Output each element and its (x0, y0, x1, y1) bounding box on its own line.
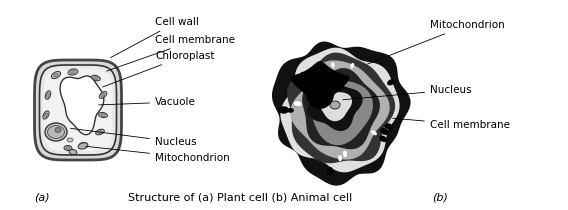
Ellipse shape (46, 129, 54, 135)
Ellipse shape (45, 123, 67, 141)
Text: Cell wall: Cell wall (110, 17, 199, 58)
Ellipse shape (94, 77, 98, 79)
Polygon shape (290, 60, 390, 160)
Ellipse shape (98, 131, 102, 133)
Text: Nucleus: Nucleus (71, 128, 197, 147)
Ellipse shape (371, 130, 377, 135)
Ellipse shape (54, 73, 59, 77)
Ellipse shape (101, 93, 105, 97)
Ellipse shape (385, 123, 393, 130)
Ellipse shape (99, 92, 107, 98)
Ellipse shape (387, 79, 395, 85)
Ellipse shape (55, 127, 61, 133)
Ellipse shape (287, 108, 294, 113)
Polygon shape (35, 60, 122, 160)
Ellipse shape (45, 91, 51, 99)
Ellipse shape (380, 128, 389, 135)
Ellipse shape (78, 143, 88, 149)
Ellipse shape (331, 62, 335, 68)
Polygon shape (302, 68, 380, 149)
Text: Cell membrane: Cell membrane (107, 35, 235, 71)
Ellipse shape (327, 167, 333, 176)
Ellipse shape (294, 101, 302, 106)
Text: Chloroplast: Chloroplast (103, 51, 215, 87)
Polygon shape (308, 80, 362, 130)
Polygon shape (281, 48, 400, 172)
Ellipse shape (300, 72, 307, 78)
Ellipse shape (379, 135, 387, 142)
Polygon shape (40, 65, 116, 155)
Ellipse shape (95, 129, 105, 135)
Polygon shape (290, 61, 349, 109)
Polygon shape (309, 79, 373, 145)
Text: (b): (b) (432, 192, 448, 202)
Polygon shape (318, 92, 352, 121)
Ellipse shape (68, 69, 78, 75)
Ellipse shape (81, 144, 85, 146)
Ellipse shape (66, 147, 70, 149)
Ellipse shape (79, 142, 87, 148)
Ellipse shape (67, 138, 73, 142)
Ellipse shape (47, 93, 49, 97)
Ellipse shape (343, 151, 347, 157)
Ellipse shape (350, 63, 354, 68)
Ellipse shape (44, 113, 48, 117)
Ellipse shape (43, 111, 49, 119)
Ellipse shape (91, 75, 101, 81)
Ellipse shape (338, 155, 342, 161)
Ellipse shape (69, 150, 77, 155)
Text: Vacuole: Vacuole (99, 97, 196, 107)
Ellipse shape (278, 106, 289, 114)
Text: (a): (a) (34, 192, 50, 202)
Ellipse shape (70, 71, 76, 74)
Polygon shape (44, 69, 112, 151)
Ellipse shape (98, 112, 107, 118)
Ellipse shape (48, 130, 52, 134)
Text: Structure of (a) Plant cell (b) Animal cell: Structure of (a) Plant cell (b) Animal c… (128, 192, 352, 202)
Polygon shape (60, 76, 104, 135)
Ellipse shape (48, 126, 65, 139)
Text: Mitochondrion: Mitochondrion (86, 146, 229, 163)
Ellipse shape (52, 71, 61, 79)
Text: Nucleus: Nucleus (343, 85, 471, 100)
Ellipse shape (101, 114, 105, 116)
Polygon shape (287, 53, 395, 163)
Text: Mitochondrion: Mitochondrion (367, 20, 505, 64)
Polygon shape (273, 43, 410, 185)
Ellipse shape (330, 101, 340, 109)
Text: Cell membrane: Cell membrane (392, 118, 510, 130)
Ellipse shape (64, 146, 72, 151)
